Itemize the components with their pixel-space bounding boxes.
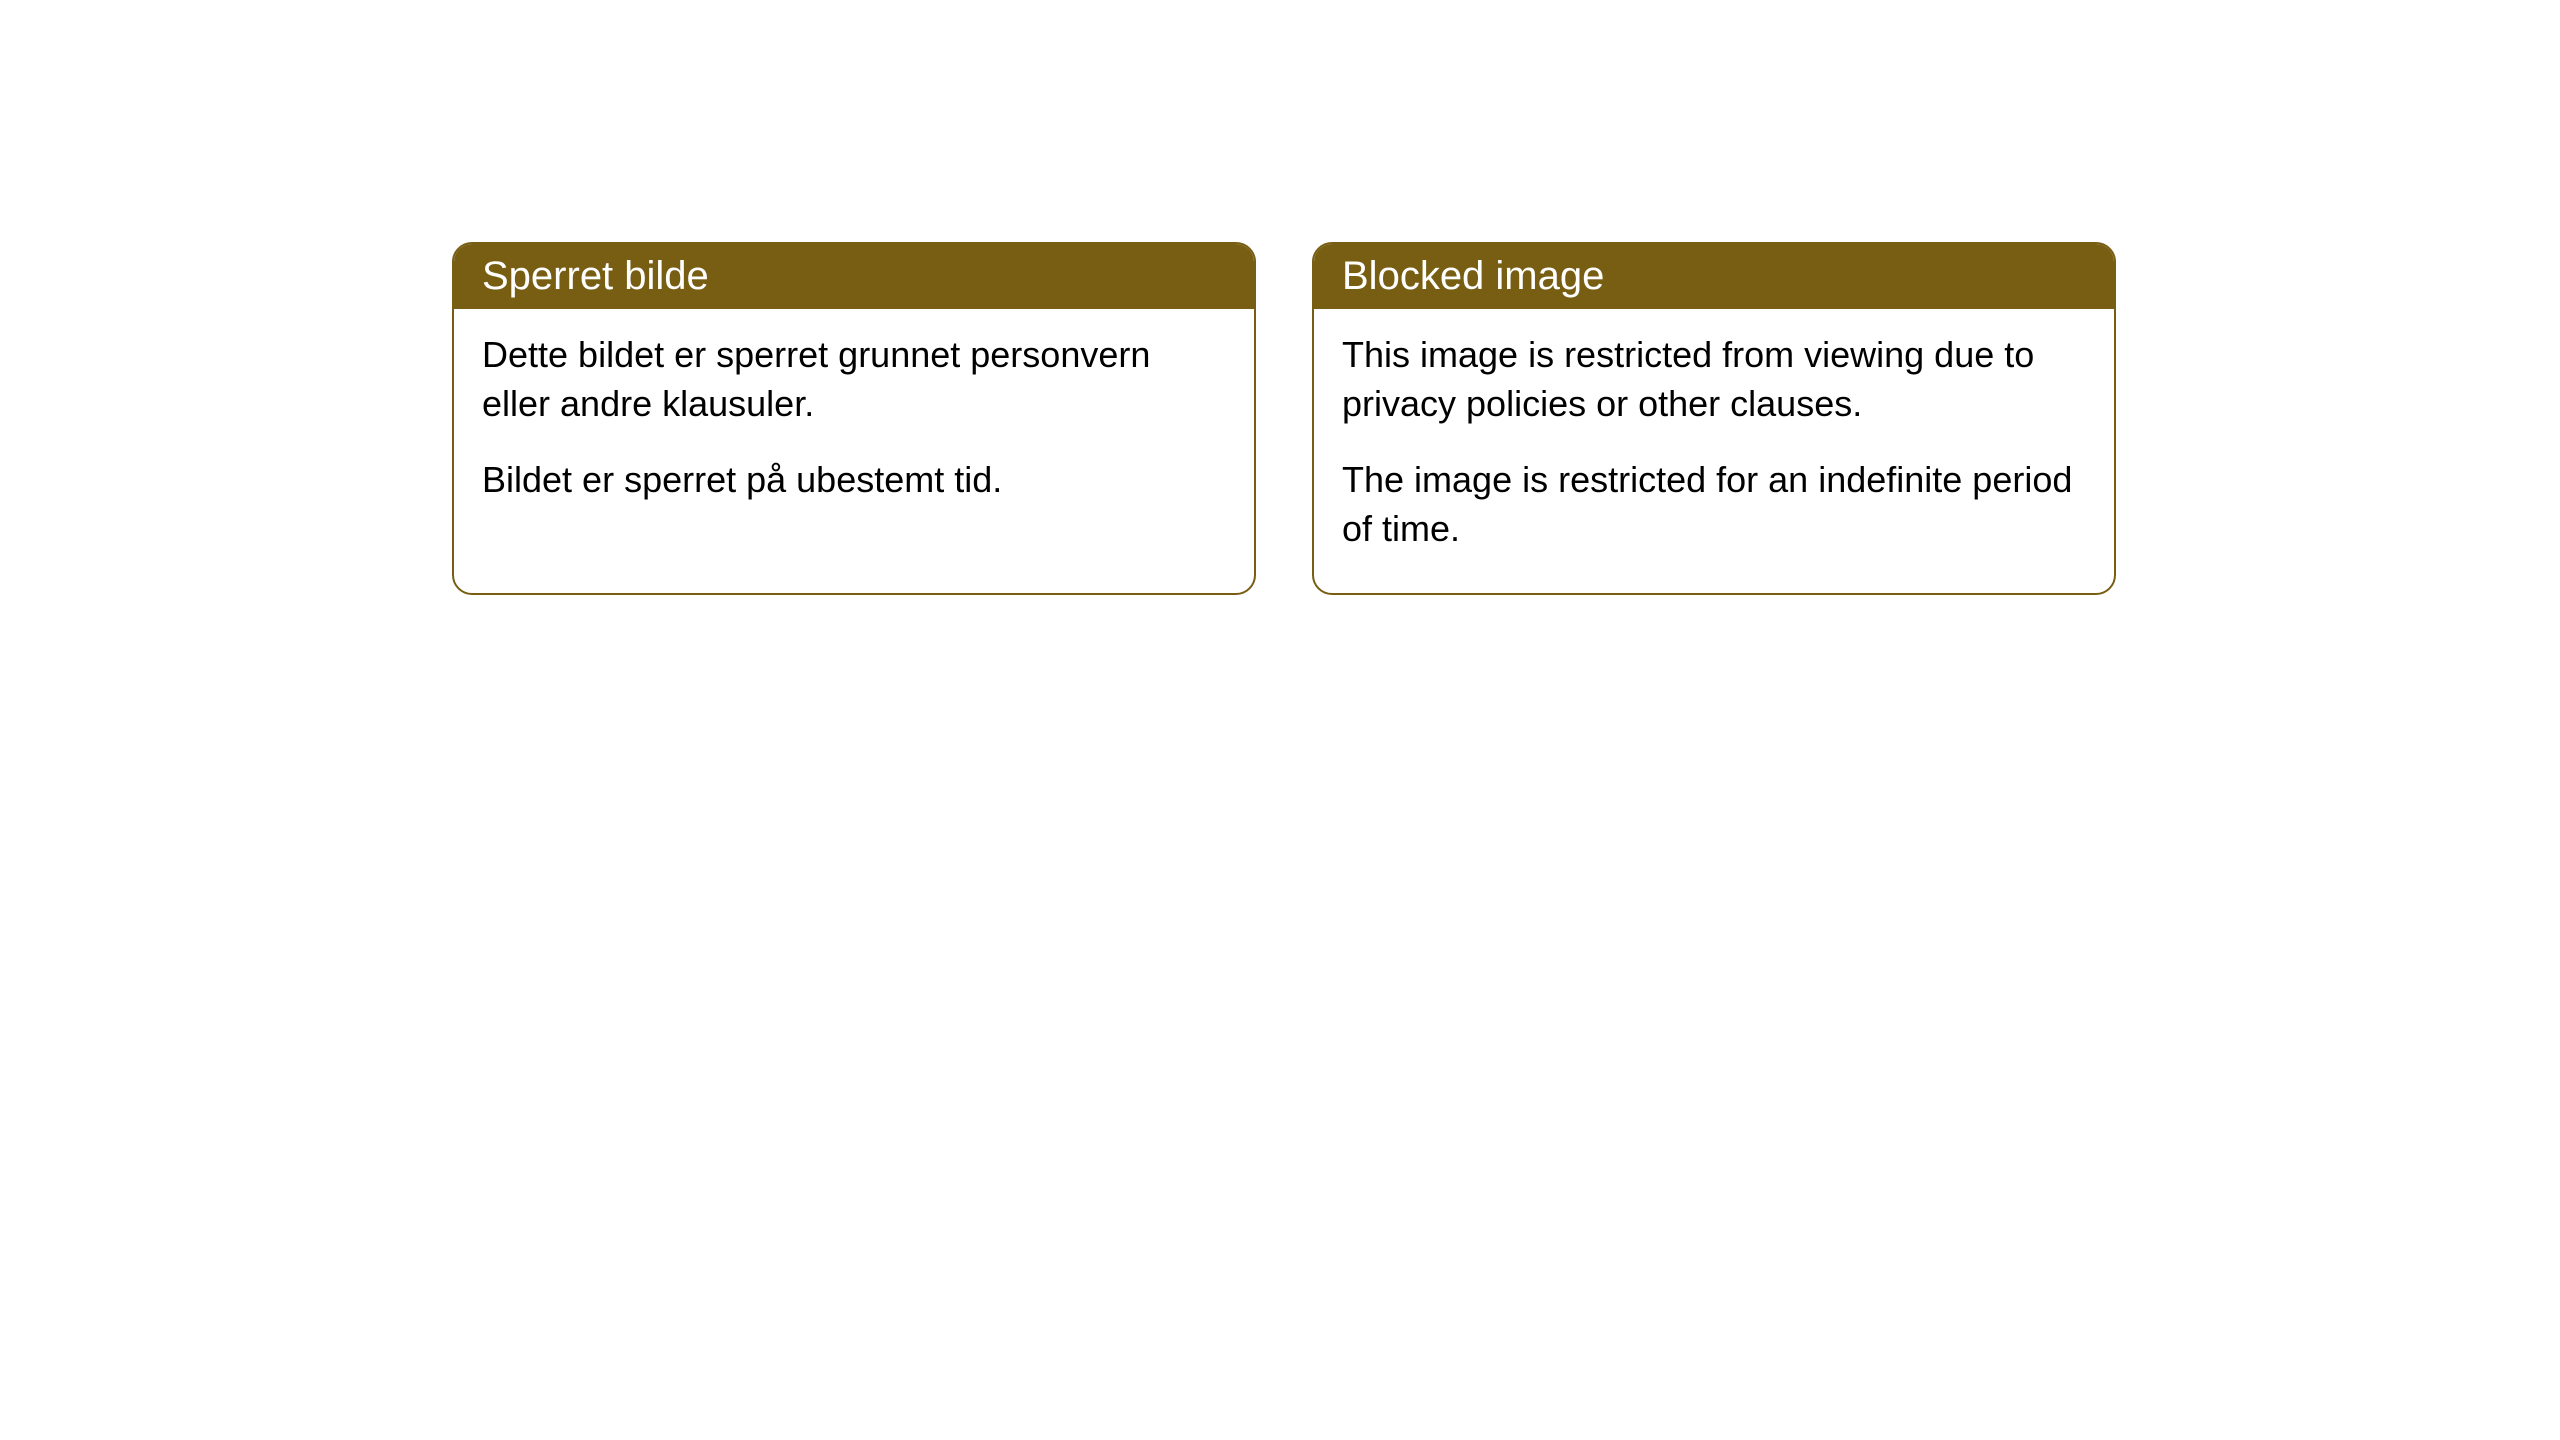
card-header: Sperret bilde bbox=[454, 244, 1254, 309]
notice-cards-container: Sperret bilde Dette bildet er sperret gr… bbox=[452, 242, 2560, 595]
card-paragraph-1: Dette bildet er sperret grunnet personve… bbox=[482, 331, 1226, 428]
card-paragraph-2: The image is restricted for an indefinit… bbox=[1342, 456, 2086, 553]
card-header: Blocked image bbox=[1314, 244, 2114, 309]
card-title: Sperret bilde bbox=[482, 254, 709, 298]
card-body: This image is restricted from viewing du… bbox=[1314, 309, 2114, 593]
notice-card-norwegian: Sperret bilde Dette bildet er sperret gr… bbox=[452, 242, 1256, 595]
card-body: Dette bildet er sperret grunnet personve… bbox=[454, 309, 1254, 545]
card-paragraph-2: Bildet er sperret på ubestemt tid. bbox=[482, 456, 1226, 505]
card-title: Blocked image bbox=[1342, 254, 1604, 298]
card-paragraph-1: This image is restricted from viewing du… bbox=[1342, 331, 2086, 428]
notice-card-english: Blocked image This image is restricted f… bbox=[1312, 242, 2116, 595]
